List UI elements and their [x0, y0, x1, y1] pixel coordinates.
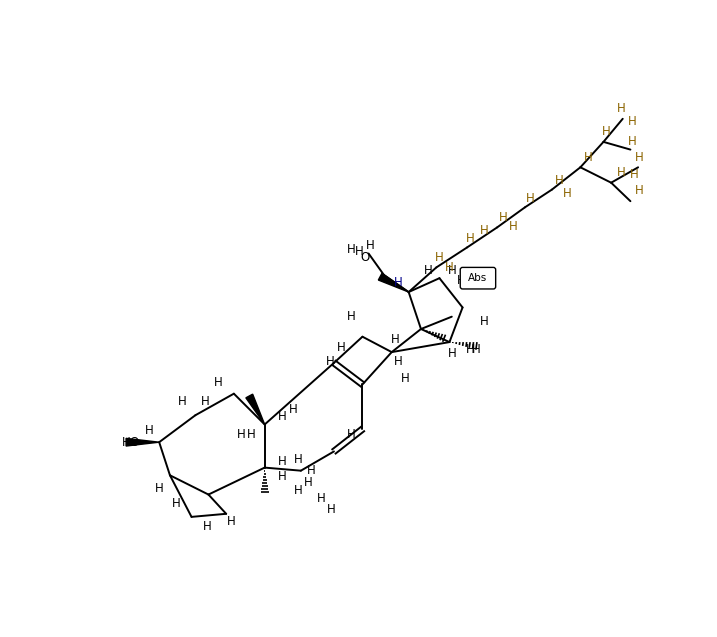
Text: H: H — [635, 184, 644, 197]
Text: H: H — [306, 464, 315, 477]
Text: H: H — [327, 503, 336, 516]
Text: H: H — [435, 251, 444, 264]
Text: H: H — [635, 151, 644, 164]
Text: H: H — [293, 454, 302, 466]
Text: H: H — [627, 115, 636, 127]
Text: H: H — [402, 372, 410, 385]
Text: H: H — [466, 232, 475, 245]
Text: H: H — [145, 424, 153, 437]
Polygon shape — [246, 394, 265, 424]
Text: H: H — [278, 410, 287, 423]
Text: H: H — [326, 355, 335, 368]
Text: H: H — [617, 103, 625, 115]
Text: H: H — [202, 520, 212, 533]
Text: H: H — [366, 240, 374, 252]
Text: H: H — [394, 276, 402, 289]
Text: H: H — [555, 174, 564, 187]
Text: H: H — [424, 264, 433, 277]
Text: H: H — [304, 476, 313, 489]
Text: Abs: Abs — [468, 273, 488, 283]
Polygon shape — [126, 438, 159, 446]
Text: H: H — [247, 428, 256, 441]
Text: H: H — [293, 484, 302, 497]
Text: H: H — [617, 166, 625, 179]
Text: H: H — [278, 470, 287, 483]
FancyBboxPatch shape — [460, 268, 495, 289]
Text: H: H — [172, 497, 181, 510]
Text: H: H — [237, 428, 246, 441]
Text: H: H — [480, 315, 488, 328]
Text: H: H — [630, 169, 639, 182]
Text: H: H — [337, 341, 346, 354]
Text: H: H — [289, 403, 298, 415]
Text: H: H — [602, 125, 610, 138]
Text: H: H — [447, 264, 456, 277]
Text: O: O — [360, 251, 369, 264]
Text: H: H — [201, 395, 210, 408]
Text: H: H — [391, 333, 400, 347]
Text: H: H — [155, 482, 163, 495]
Text: H: H — [316, 492, 326, 505]
Text: H: H — [278, 455, 287, 468]
Text: H: H — [445, 261, 454, 274]
Text: H: H — [584, 151, 592, 164]
Text: H: H — [214, 376, 223, 389]
Text: H: H — [347, 310, 356, 323]
Text: H: H — [122, 436, 130, 448]
Text: O: O — [129, 436, 138, 448]
Text: H: H — [526, 192, 535, 204]
Text: H: H — [472, 343, 481, 356]
Text: H: H — [447, 347, 456, 360]
Text: H: H — [347, 243, 356, 256]
Text: H: H — [499, 211, 508, 224]
Text: H: H — [480, 224, 488, 237]
Text: H: H — [347, 428, 356, 441]
Text: H: H — [563, 187, 571, 200]
Text: H: H — [627, 136, 636, 148]
Text: H: H — [466, 343, 475, 356]
Text: H: H — [457, 274, 465, 287]
Polygon shape — [379, 273, 409, 292]
Text: H: H — [355, 245, 364, 259]
Text: H: H — [178, 395, 186, 408]
Text: H: H — [394, 355, 402, 368]
Text: H: H — [509, 220, 518, 233]
Text: H: H — [227, 515, 236, 528]
